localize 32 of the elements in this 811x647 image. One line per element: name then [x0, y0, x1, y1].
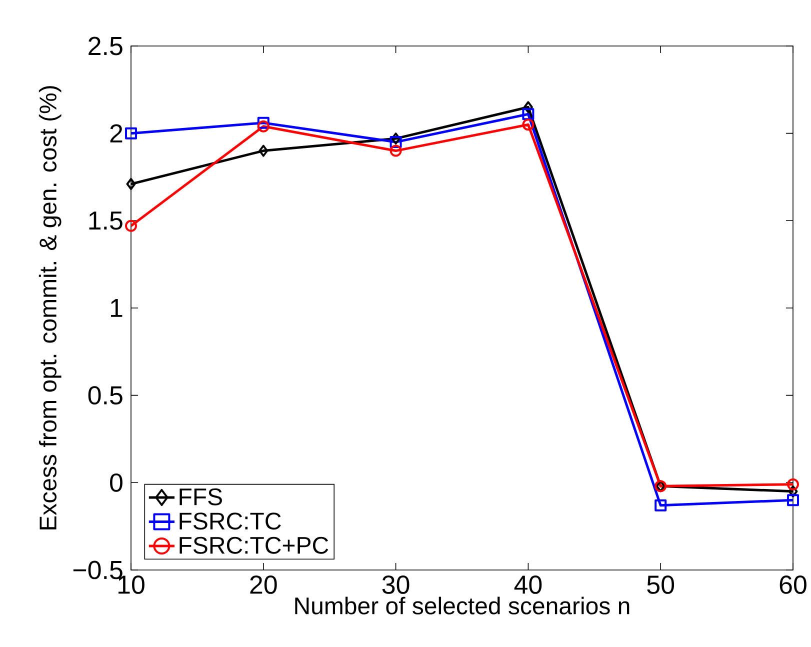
- y-tick-label: 2.5: [88, 36, 122, 56]
- point: [522, 108, 534, 120]
- point: [257, 120, 270, 132]
- point: [125, 220, 138, 232]
- point: [654, 499, 667, 512]
- x-tick-label: 30: [382, 576, 410, 594]
- x-tick-label: 40: [514, 576, 542, 594]
- legend-label: FSRC:TC: [180, 512, 281, 530]
- y-tick-label: 2: [110, 124, 122, 142]
- y-axis-title: Excess from opt. commit. & gen. cost (%): [38, 86, 62, 530]
- legend-label: FFS: [180, 488, 222, 506]
- point: [523, 101, 533, 114]
- x-tick-label: 60: [780, 576, 806, 594]
- point: [258, 144, 268, 157]
- point: [126, 178, 136, 190]
- legend-label: FSRC:TC+PC: [180, 536, 328, 554]
- point: [788, 485, 798, 498]
- point: [390, 144, 402, 157]
- y-tick-label: 1.5: [89, 212, 122, 230]
- x-tick-label: 50: [647, 576, 674, 594]
- point: [391, 132, 401, 145]
- y-tick-label: 1: [110, 299, 122, 317]
- x-tick-label: 20: [250, 576, 277, 594]
- point: [390, 136, 402, 148]
- point: [786, 494, 799, 506]
- point: [786, 478, 799, 490]
- y-tick-label: 0.5: [88, 386, 122, 405]
- x-axis-title: Number of selected scenarios n: [295, 596, 630, 614]
- point: [522, 118, 534, 131]
- point: [257, 116, 270, 129]
- point: [125, 127, 138, 140]
- y-tick-label: 0: [110, 473, 122, 492]
